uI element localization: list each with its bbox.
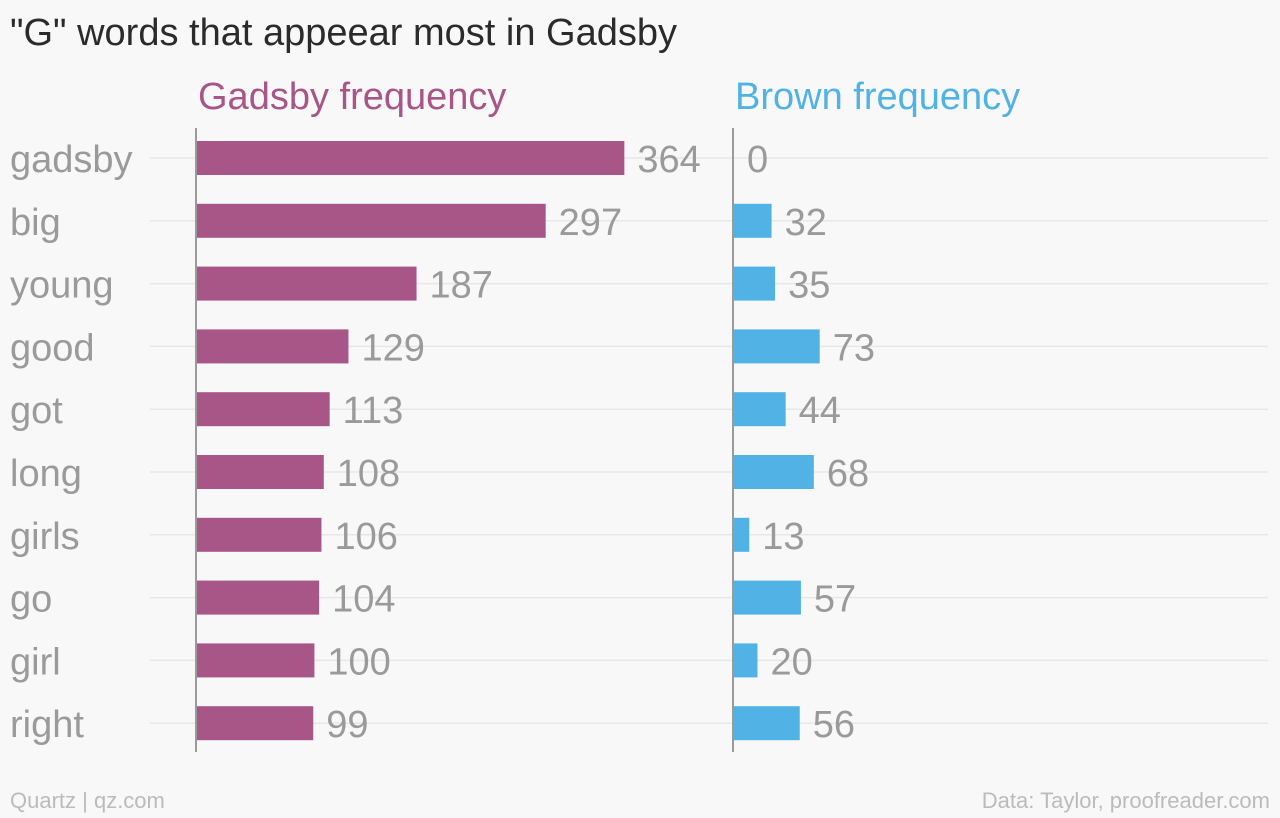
- data-label-gadsby: 100: [327, 641, 390, 683]
- bar-brown: [734, 706, 800, 741]
- bar-brown: [734, 203, 772, 238]
- series-header-gadsby: Gadsby frequency: [198, 76, 507, 118]
- data-label-gadsby: 187: [430, 265, 493, 307]
- data-label-brown: 13: [762, 516, 804, 558]
- data-label-brown: 68: [827, 453, 869, 495]
- category-label: good: [10, 327, 95, 369]
- bar-brown: [734, 643, 758, 678]
- data-label-brown: 56: [813, 704, 855, 746]
- category-label: go: [10, 579, 52, 621]
- data-label-gadsby: 108: [337, 453, 400, 495]
- data-label-gadsby: 104: [332, 579, 395, 621]
- data-label-gadsby: 364: [637, 139, 700, 181]
- bar-gadsby: [197, 266, 417, 301]
- data-label-brown: 73: [833, 327, 875, 369]
- bar-gadsby: [197, 203, 546, 238]
- bar-gadsby: [197, 392, 330, 427]
- bar-brown: [734, 455, 814, 489]
- data-label-brown: 0: [747, 139, 768, 181]
- data-label-gadsby: 113: [343, 390, 404, 432]
- data-label-gadsby: 129: [361, 327, 424, 369]
- data-label-gadsby: 106: [334, 516, 397, 558]
- category-label: girls: [10, 516, 80, 558]
- footer-source: Data: Taylor, proofreader.com: [981, 788, 1270, 813]
- bar-gadsby: [197, 455, 324, 489]
- category-label: right: [10, 704, 84, 746]
- category-label: long: [10, 453, 82, 495]
- series-header-brown: Brown frequency: [735, 76, 1021, 118]
- bar-brown: [734, 266, 776, 301]
- bar-gadsby: [197, 329, 349, 364]
- bar-gadsby: [197, 141, 625, 175]
- chart-title: "G" words that appeear most in Gadsby: [10, 12, 677, 54]
- bar-brown: [734, 329, 820, 364]
- category-label: girl: [10, 641, 61, 683]
- category-label: got: [10, 390, 63, 432]
- bar-brown: [734, 517, 750, 552]
- data-label-brown: 57: [814, 579, 856, 621]
- bar-gadsby: [197, 517, 322, 552]
- data-label-brown: 44: [799, 390, 841, 432]
- footer-credit: Quartz | qz.com: [10, 788, 165, 813]
- bar-gadsby: [197, 580, 320, 615]
- bar-gadsby: [197, 706, 314, 741]
- category-label: young: [10, 265, 114, 307]
- data-label-gadsby: 99: [326, 704, 368, 746]
- bar-brown: [734, 580, 801, 615]
- bar-gadsby: [197, 643, 315, 678]
- bar-brown: [734, 392, 786, 427]
- data-label-brown: 20: [770, 641, 812, 683]
- data-label-brown: 32: [785, 202, 827, 244]
- data-label-brown: 35: [788, 265, 830, 307]
- data-label-gadsby: 297: [559, 202, 622, 244]
- category-label: gadsby: [10, 139, 133, 181]
- category-label: big: [10, 202, 61, 244]
